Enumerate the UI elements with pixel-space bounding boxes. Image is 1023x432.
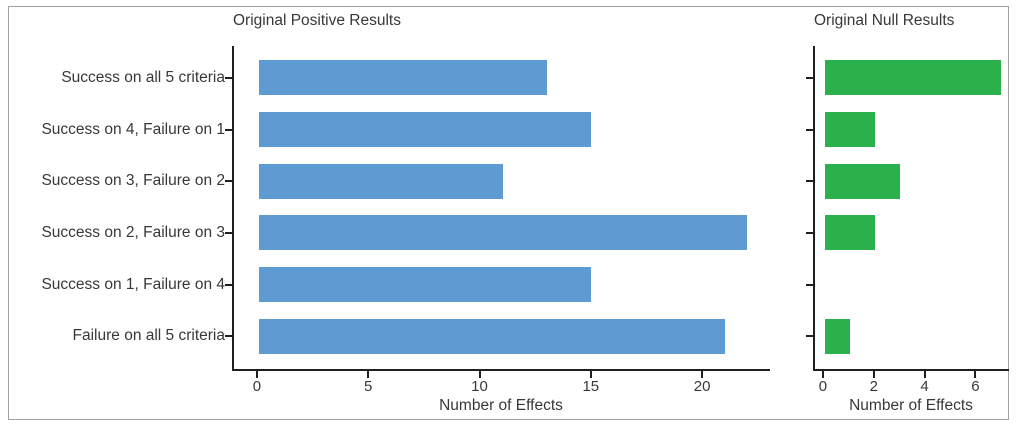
bar [258,163,503,199]
category-label: Failure on all 5 criteria [72,327,225,345]
bar [824,318,850,354]
category-label: Success on 3, Failure on 2 [41,172,225,190]
bar-row [806,155,1009,207]
bar-row [806,52,1009,104]
y-axis-tick [806,128,813,131]
bar [258,112,592,148]
x-axis-tick [974,371,977,378]
x-axis-tick-label: 5 [364,378,373,395]
x-axis-tick [367,371,370,378]
category-label: Success on 1, Failure on 4 [41,275,225,293]
figure-border [8,6,1009,420]
left-x-axis-ticks [232,371,770,379]
x-axis-tick-label: 4 [920,378,929,395]
category-label: Success on 4, Failure on 1 [41,120,225,138]
right-panel-title: Original Null Results [814,12,955,29]
bar-row [225,310,770,362]
bar-row [806,104,1009,156]
y-axis-tick [225,335,232,338]
bar [824,215,876,251]
bar-row [225,52,770,104]
bar-row [225,104,770,156]
category-axis-labels: Success on all 5 criteria Success on 4, F… [18,46,225,371]
y-axis-tick [806,335,813,338]
bar [824,112,876,148]
y-axis-tick [225,128,232,131]
bar-row [225,207,770,259]
y-axis-tick [806,231,813,234]
x-axis-tick-label: 20 [693,378,711,395]
x-axis-tick-label: 15 [582,378,600,395]
left-x-axis-tick-labels: 0 5 10 15 20 [232,378,770,395]
bar-row [806,207,1009,259]
category-label: Success on 2, Failure on 3 [41,223,225,241]
x-axis-tick [701,371,704,378]
bar-row [806,310,1009,362]
y-axis-tick [806,76,813,79]
x-axis-tick [872,371,875,378]
bar [258,215,747,251]
right-x-axis-tick-labels: 0 2 4 6 [813,378,1009,395]
bar-row [225,259,770,311]
left-panel-title: Original Positive Results [233,12,401,29]
x-axis-tick-label: 0 [818,378,828,395]
x-axis-tick-label: 2 [869,378,878,395]
x-axis-tick [821,371,824,378]
left-x-axis-title: Number of Effects [439,397,563,414]
bar [824,60,1001,96]
y-axis-tick [225,180,232,183]
category-label: Success on all 5 criteria [61,68,225,86]
right-x-axis-ticks [813,371,1009,379]
x-axis-tick [589,371,592,378]
positive-results-plot-area [225,46,770,371]
right-x-axis-title: Number of Effects [849,397,973,414]
x-axis-tick [923,371,926,378]
bar [258,267,592,303]
bar-row [225,155,770,207]
bar [824,163,901,199]
null-results-plot-area [806,46,1009,371]
bar [258,318,725,354]
y-axis-tick [225,231,232,234]
bar-row [806,259,1009,311]
x-axis-tick-label: 6 [971,378,980,395]
y-axis-tick [806,283,813,286]
x-axis-tick-label: 10 [471,378,488,395]
y-axis-tick [225,283,232,286]
bar [258,60,548,96]
x-axis-tick-label: 0 [252,378,262,395]
y-axis-tick [806,180,813,183]
x-axis-tick [478,371,481,378]
x-axis-tick [255,371,258,378]
y-axis-tick [225,76,232,79]
